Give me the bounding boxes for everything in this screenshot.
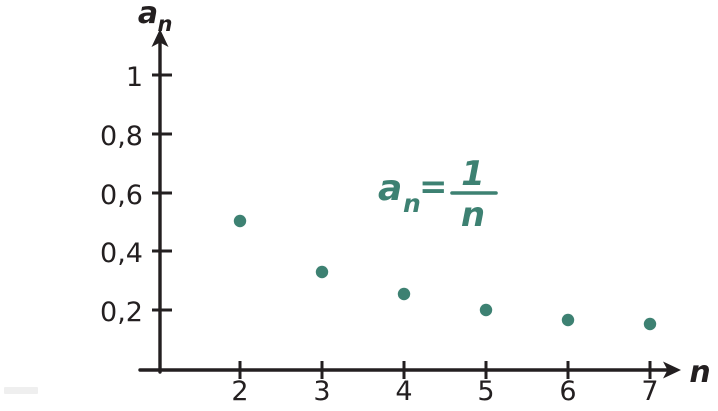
data-point	[479, 303, 493, 317]
x-tick-label-6: 6	[559, 376, 576, 407]
y-axis-title: a n	[138, 0, 173, 36]
y-tick-label-0-4: 0,4	[100, 238, 143, 269]
data-point	[315, 265, 329, 279]
x-tick-label-4: 4	[395, 376, 412, 407]
x-tick-label-3: 3	[313, 376, 330, 407]
corner-artifact	[4, 387, 38, 394]
formula-subscript: n	[403, 189, 421, 218]
x-axis-ticks	[238, 361, 652, 379]
y-axis-ticks	[152, 73, 172, 312]
y-axis-title-base: a	[138, 0, 158, 31]
y-tick-label-0-2: 0,2	[100, 297, 143, 328]
x-axis	[138, 361, 681, 379]
y-axis	[151, 29, 169, 374]
y-axis-title-subscript: n	[158, 12, 173, 36]
formula-denominator: n	[461, 195, 485, 235]
data-point	[233, 214, 247, 228]
x-tick-label-5: 5	[477, 376, 494, 407]
y-tick-label-1: 1	[126, 62, 143, 93]
data-point	[561, 313, 575, 327]
x-tick-label-7: 7	[641, 376, 658, 407]
data-points	[233, 214, 657, 331]
x-tick-label-2: 2	[231, 376, 248, 407]
formula-base: a	[378, 168, 402, 209]
data-point	[397, 287, 411, 301]
y-tick-label-0-8: 0,8	[100, 121, 143, 152]
data-point	[643, 317, 657, 331]
formula-equals: =	[419, 167, 448, 207]
formula-numerator: 1	[461, 154, 485, 194]
formula-annotation: a n = 1 n	[378, 154, 498, 235]
y-tick-label-0-6: 0,6	[100, 180, 143, 211]
x-axis-title: n	[689, 355, 710, 390]
